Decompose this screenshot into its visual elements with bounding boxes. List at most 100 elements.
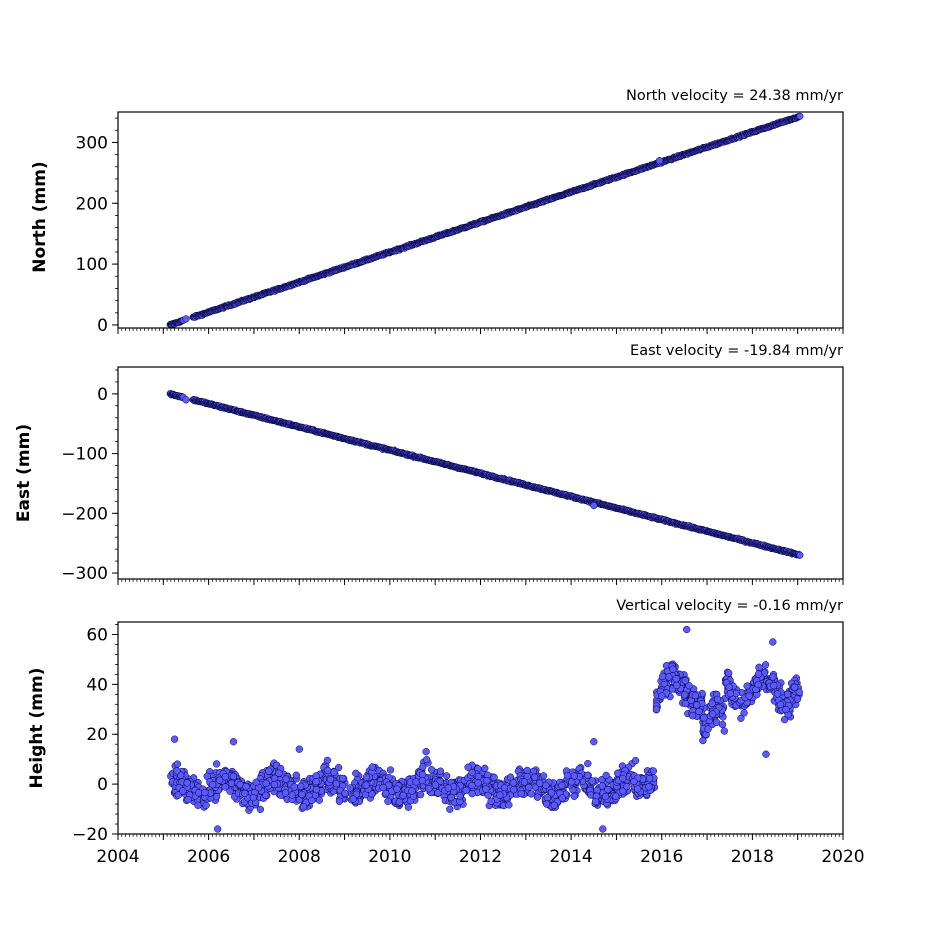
data-point — [338, 774, 347, 783]
data-point — [308, 796, 316, 805]
data-point — [683, 625, 691, 634]
data-point — [298, 790, 306, 798]
data-point — [173, 760, 182, 768]
data-point — [386, 766, 395, 774]
data-point — [655, 157, 664, 165]
data-point — [384, 797, 392, 805]
data-point — [241, 789, 249, 798]
y-tick-label: 0 — [97, 775, 108, 795]
data-point — [418, 770, 427, 779]
data-point — [425, 785, 433, 793]
data-point — [725, 669, 733, 677]
data-point — [602, 771, 610, 780]
data-point — [796, 551, 804, 559]
height-points — [167, 625, 803, 833]
data-point — [604, 785, 612, 794]
data-point — [517, 790, 525, 798]
data-point — [332, 780, 341, 788]
data-point — [297, 782, 305, 791]
data-point — [700, 714, 708, 722]
data-point — [784, 690, 792, 698]
data-point — [412, 778, 420, 786]
data-point — [658, 672, 667, 681]
data-point — [194, 801, 202, 809]
data-point — [769, 673, 777, 681]
data-point — [718, 720, 727, 729]
data-point — [419, 763, 427, 771]
data-point — [704, 725, 712, 733]
data-point — [456, 792, 464, 800]
data-point — [770, 681, 778, 690]
data-point — [713, 695, 722, 704]
x-tick-label: 2020 — [821, 847, 864, 867]
north-velocity-title: North velocity = 24.38 mm/yr — [626, 88, 843, 104]
data-point — [368, 763, 376, 771]
data-point — [796, 112, 804, 120]
data-point — [444, 784, 452, 792]
data-point — [720, 727, 728, 735]
y-tick-label: 0 — [97, 316, 108, 336]
data-point — [745, 692, 753, 700]
data-point — [427, 766, 436, 774]
data-point — [443, 772, 451, 780]
data-point — [482, 785, 490, 793]
data-point — [418, 776, 426, 785]
north-y-ticks: 0 100 200 300 — [76, 117, 118, 336]
height-panel: Vertical velocity = -0.16 mm/yr Height (… — [27, 598, 865, 867]
data-point — [212, 793, 221, 801]
data-point — [399, 791, 407, 800]
data-point — [288, 791, 296, 799]
data-point — [681, 699, 690, 708]
data-point — [282, 775, 290, 783]
data-point — [183, 779, 191, 787]
y-tick-label: 20 — [86, 725, 108, 745]
data-point — [669, 665, 677, 673]
data-point — [265, 767, 273, 775]
data-point — [182, 396, 190, 404]
height-y-ticks: −20 0 20 40 60 — [72, 624, 118, 845]
data-point — [612, 792, 620, 800]
data-point — [633, 785, 642, 793]
y-tick-label: −20 — [72, 825, 108, 845]
data-point — [270, 780, 279, 789]
data-point — [725, 683, 733, 691]
data-point — [481, 764, 489, 772]
data-point — [221, 783, 229, 791]
east-points — [166, 390, 804, 559]
data-point — [416, 790, 425, 799]
x-tick-label: 2014 — [549, 847, 592, 867]
data-point — [754, 670, 763, 678]
data-point — [547, 789, 556, 797]
data-point — [423, 755, 431, 764]
data-point — [362, 781, 370, 789]
data-point — [601, 792, 610, 801]
x-tick-label: 2006 — [187, 847, 230, 867]
data-point — [312, 777, 320, 786]
data-point — [645, 783, 653, 791]
data-point — [693, 701, 701, 709]
data-point — [431, 781, 440, 789]
east-y-ticks: 0 −100 −200 −300 — [61, 369, 118, 584]
data-point — [691, 691, 699, 700]
data-point — [510, 786, 518, 794]
data-point — [509, 779, 517, 787]
data-point — [173, 767, 181, 775]
y-tick-label: 60 — [86, 625, 108, 645]
data-point — [221, 773, 229, 781]
data-point — [599, 825, 607, 833]
data-point — [446, 805, 454, 813]
data-point — [262, 791, 270, 799]
data-point — [791, 683, 799, 691]
north-points — [166, 112, 804, 328]
data-point — [761, 661, 770, 669]
data-point — [393, 785, 401, 793]
data-point — [292, 771, 300, 779]
data-point — [487, 797, 495, 805]
data-point — [462, 786, 470, 795]
data-point — [242, 782, 250, 791]
data-point — [335, 797, 344, 805]
data-point — [229, 772, 238, 781]
data-point — [645, 774, 654, 783]
data-point — [483, 777, 491, 785]
data-point — [468, 781, 476, 790]
